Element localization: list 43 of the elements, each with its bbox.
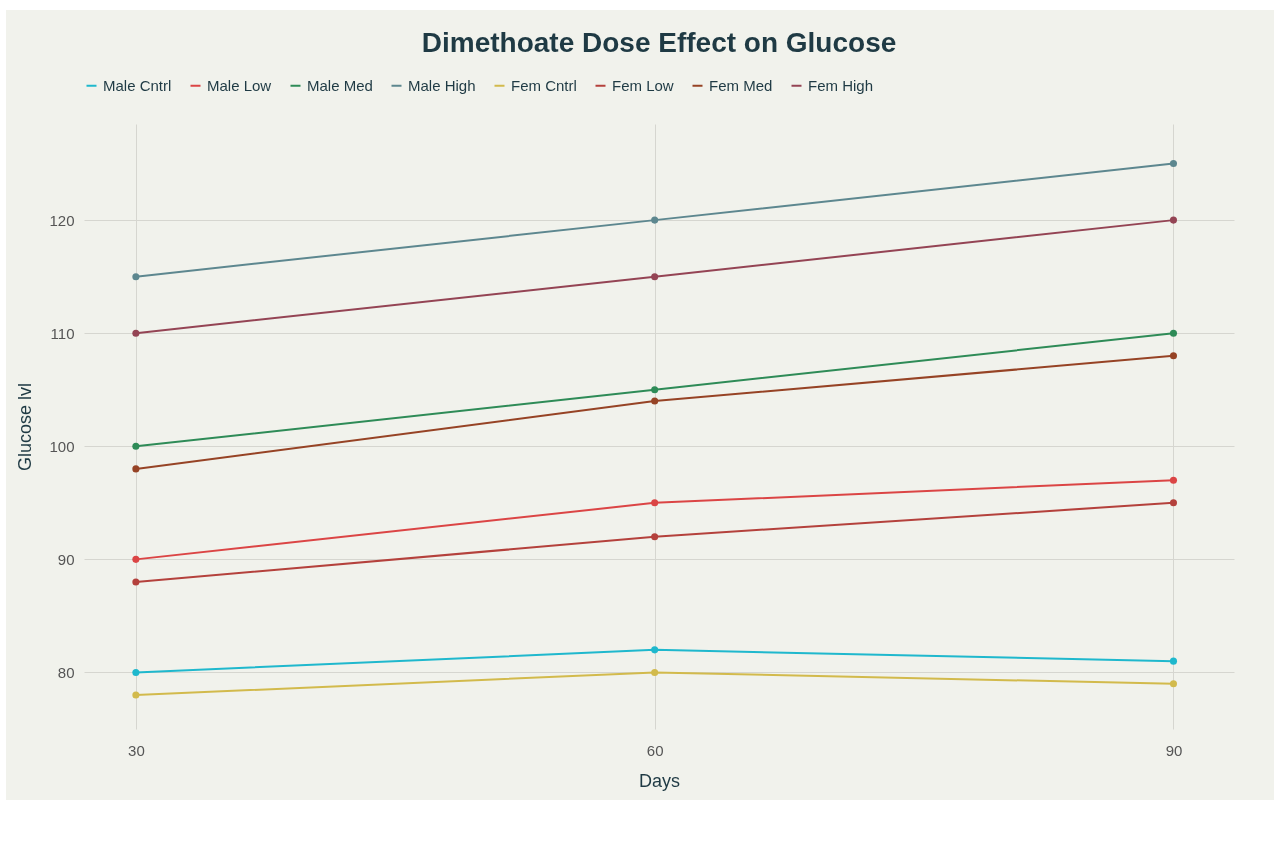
legend-label: Fem Low [612,76,674,94]
point [651,499,659,507]
y-tick-label: 100 [49,437,75,455]
point [132,329,140,337]
x-tick-label: 90 [1165,741,1183,759]
point [651,533,659,541]
y-axis-title: Glucose lvl [15,382,36,472]
legend-label: Male High [408,76,476,94]
point [651,646,659,654]
legend-label: Fem High [808,76,874,94]
point [132,691,140,699]
point [1169,160,1178,168]
point [651,386,659,394]
legend-label: Fem Cntrl [511,76,577,94]
point [132,578,140,586]
point [651,668,659,676]
point [132,555,140,563]
point [651,273,659,281]
x-axis-title: Days [638,770,681,791]
point [1169,329,1178,337]
point [132,465,140,473]
point [651,216,659,224]
y-tick-label: 90 [57,550,75,568]
chart-title: Dimethoate Dose Effect on Glucose [421,27,897,58]
y-tick-label: 110 [50,324,75,342]
point [1169,352,1178,360]
point [132,273,140,281]
point [1169,476,1178,484]
x-tick-label: 30 [128,741,145,759]
x-tick-label: 60 [646,741,664,759]
point [651,397,659,405]
legend-label: Male Low [207,76,272,94]
point [1169,499,1178,507]
point [1169,680,1178,688]
point [1169,657,1178,665]
legend-label: Male Cntrl [103,76,172,94]
point [1169,216,1178,224]
y-tick-label: 120 [49,211,75,229]
point [132,668,140,676]
point [132,442,140,450]
legend-label: Male Med [307,76,373,94]
y-tick-label: 80 [57,663,75,681]
legend-label: Fem Med [709,76,773,94]
